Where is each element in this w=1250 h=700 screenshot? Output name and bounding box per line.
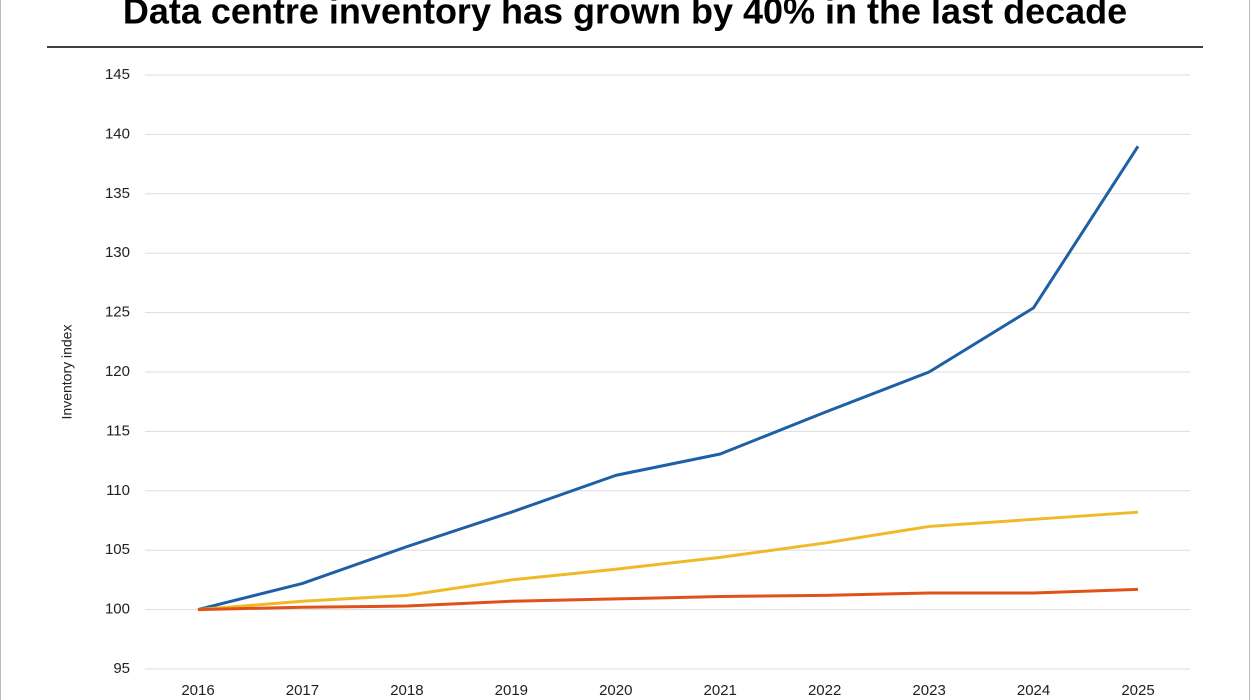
x-tick-label: 2019 [495,682,528,699]
y-tick-label: 115 [106,422,130,439]
x-tick-label: 2021 [704,682,737,699]
y-tick-label: 95 [113,660,130,677]
x-tick-label: 2016 [181,682,214,699]
y-tick-label: 100 [105,601,130,618]
y-tick-label: 145 [105,66,130,83]
x-tick-label: 2023 [912,682,945,699]
chart-title: Data centre inventory has grown by 40% i… [123,0,1127,32]
series-line [197,510,1139,612]
y-axis-label: Inventory index [59,325,75,420]
y-tick-label: 110 [106,482,130,499]
y-tick-label: 140 [105,125,130,142]
x-tick-label: 2024 [1017,682,1050,699]
y-tick-label: 135 [105,185,130,202]
y-tick-label: 125 [105,304,130,321]
series-line [197,587,1139,612]
x-tick-label: 2022 [808,682,841,699]
y-tick-label: 130 [105,244,130,261]
x-tick-label: 2018 [390,682,423,699]
y-tick-label: 105 [105,541,130,558]
x-tick-label: 2025 [1121,682,1154,699]
series-line [197,145,1140,612]
x-tick-label: 2020 [599,682,632,699]
x-tick-label: 2017 [286,682,319,699]
y-tick-label: 120 [105,363,130,380]
